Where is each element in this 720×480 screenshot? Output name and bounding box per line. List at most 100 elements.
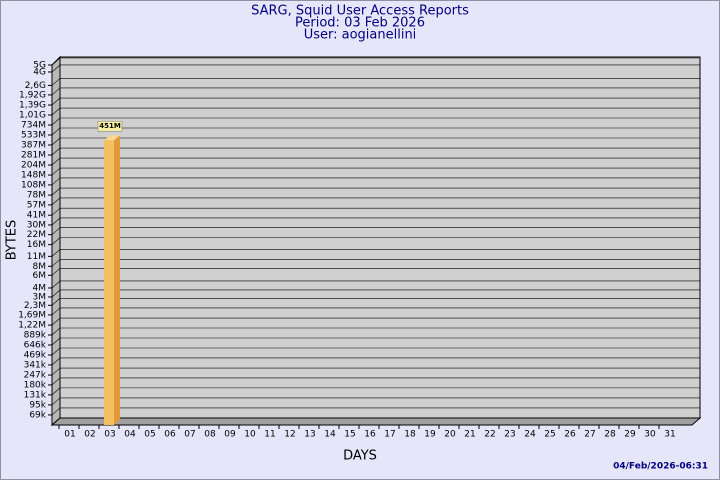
y-tick-label: 1,22M bbox=[18, 321, 46, 331]
x-tick-label: 10 bbox=[244, 430, 256, 440]
chart-subtitle: Period: 03 Feb 2026 bbox=[295, 16, 425, 31]
grid-line bbox=[51, 289, 61, 298]
grid-line bbox=[51, 157, 61, 166]
grid-line bbox=[51, 280, 61, 289]
y-tick-label: 57M bbox=[27, 200, 46, 210]
grid-line bbox=[51, 57, 61, 66]
x-tick-label: 22 bbox=[484, 430, 495, 440]
grid-line bbox=[51, 207, 61, 216]
x-axis-label: DAYS bbox=[343, 449, 377, 464]
y-tick-label: 3M bbox=[33, 292, 47, 302]
grid-line bbox=[51, 367, 61, 376]
x-tick-label: 07 bbox=[184, 430, 195, 440]
y-tick-label: 247k bbox=[24, 371, 47, 381]
grid-line bbox=[51, 227, 61, 235]
x-tick-label: 27 bbox=[584, 430, 595, 440]
y-tick-label: 180k bbox=[24, 380, 47, 390]
grid-line bbox=[51, 298, 61, 306]
y-tick-label: 387M bbox=[21, 141, 46, 151]
x-tick-label: 26 bbox=[564, 430, 576, 440]
y-tick-label: 148M bbox=[21, 171, 46, 181]
x-tick-label: 12 bbox=[284, 430, 295, 440]
grid-line bbox=[51, 249, 61, 257]
y-tick-label: 8M bbox=[33, 262, 47, 272]
grid-line bbox=[51, 187, 61, 196]
value-label: 451M bbox=[99, 122, 121, 130]
y-tick-label: 533M bbox=[21, 131, 46, 141]
y-tick-label: 4M bbox=[33, 283, 47, 293]
y-tick-label: 281M bbox=[21, 151, 46, 161]
grid-line bbox=[51, 87, 61, 96]
y-tick-label: 95k bbox=[29, 400, 46, 410]
y-tick-label: 646k bbox=[24, 340, 47, 350]
value-label-box bbox=[97, 120, 123, 132]
grid-line bbox=[51, 397, 61, 406]
grid-line bbox=[51, 147, 61, 156]
y-tick-label: 78M bbox=[27, 191, 46, 201]
x-tick-label: 04 bbox=[124, 430, 136, 440]
x-tick-label: 31 bbox=[664, 430, 675, 440]
y-tick-label: 2,3M bbox=[24, 301, 46, 311]
y-tick-label: 6M bbox=[33, 271, 47, 281]
grid-line bbox=[51, 64, 61, 73]
grid-line bbox=[51, 167, 61, 176]
y-tick-label: 22M bbox=[27, 230, 46, 240]
grid-line bbox=[51, 107, 61, 116]
x-tick-label: 14 bbox=[324, 430, 336, 440]
y-tick-label: 69k bbox=[29, 410, 46, 420]
x-tick-label: 09 bbox=[224, 430, 236, 440]
grid-line bbox=[51, 137, 61, 146]
grid-line bbox=[51, 387, 61, 396]
grid-line bbox=[51, 217, 61, 226]
y-tick-label: 1,69M bbox=[18, 310, 46, 320]
y-tick-label: 30M bbox=[27, 220, 46, 230]
y-tick-label: 889k bbox=[24, 331, 47, 341]
x-tick-label: 13 bbox=[304, 430, 315, 440]
y-tick-label: 1,39G bbox=[19, 101, 46, 111]
x-tick-label: 25 bbox=[544, 430, 555, 440]
x-tick-label: 19 bbox=[424, 430, 436, 440]
grid-line bbox=[51, 307, 61, 316]
grid-line bbox=[51, 177, 61, 186]
grid-line bbox=[51, 377, 61, 386]
grid-line bbox=[51, 127, 61, 136]
x-tick-label: 08 bbox=[204, 430, 216, 440]
y-tick-label: 734M bbox=[21, 120, 46, 130]
x-tick-label: 20 bbox=[444, 430, 456, 440]
x-tick-label: 11 bbox=[264, 430, 275, 440]
x-tick-label: 24 bbox=[524, 430, 536, 440]
grid-line bbox=[51, 268, 61, 276]
y-tick-label: 4G bbox=[33, 67, 46, 77]
x-tick-label: 23 bbox=[504, 430, 515, 440]
y-tick-label: 1,01G bbox=[19, 111, 46, 121]
bar-side bbox=[114, 135, 120, 425]
y-tick-label: 341k bbox=[24, 360, 47, 370]
y-tick-label: 131k bbox=[24, 390, 47, 400]
chart-user: User: aogianellini bbox=[304, 28, 417, 43]
x-tick-label: 29 bbox=[624, 430, 636, 440]
x-tick-label: 17 bbox=[384, 430, 395, 440]
grid-line bbox=[51, 347, 61, 356]
y-tick-label: 2,6G bbox=[25, 81, 46, 91]
y-axis-label: BYTES bbox=[5, 220, 20, 261]
grid-line bbox=[51, 337, 61, 346]
x-tick-label: 03 bbox=[104, 430, 115, 440]
grid-line bbox=[51, 317, 61, 326]
x-tick-label: 18 bbox=[404, 430, 416, 440]
x-tick-label: 30 bbox=[644, 430, 656, 440]
y-tick-label: 469k bbox=[24, 351, 47, 361]
grid-line bbox=[51, 407, 61, 416]
x-tick-label: 15 bbox=[344, 430, 355, 440]
x-tick-label: 16 bbox=[364, 430, 376, 440]
x-tick-label: 06 bbox=[164, 430, 176, 440]
timestamp: 04/Feb/2026-06:31 bbox=[613, 462, 708, 472]
y-tick-label: 11M bbox=[27, 252, 46, 262]
y-tick-label: 16M bbox=[27, 240, 46, 250]
bar-top bbox=[104, 135, 120, 141]
grid-line bbox=[51, 197, 61, 206]
grid-line bbox=[51, 237, 61, 245]
grid-line bbox=[51, 357, 61, 366]
grid-line bbox=[51, 259, 61, 267]
